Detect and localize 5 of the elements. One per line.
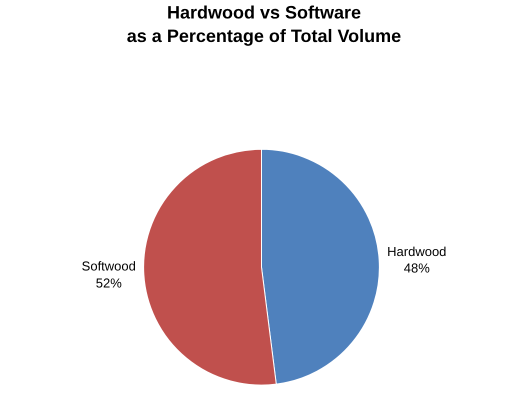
data-label: 52% [96, 276, 122, 291]
data-label: 48% [404, 260, 430, 276]
chart-title: Hardwood vs Software as a Percentage of Total Volume [126, 2, 402, 46]
slice-label: Hardwood [387, 244, 446, 259]
slice-label: Softwood [82, 258, 136, 274]
